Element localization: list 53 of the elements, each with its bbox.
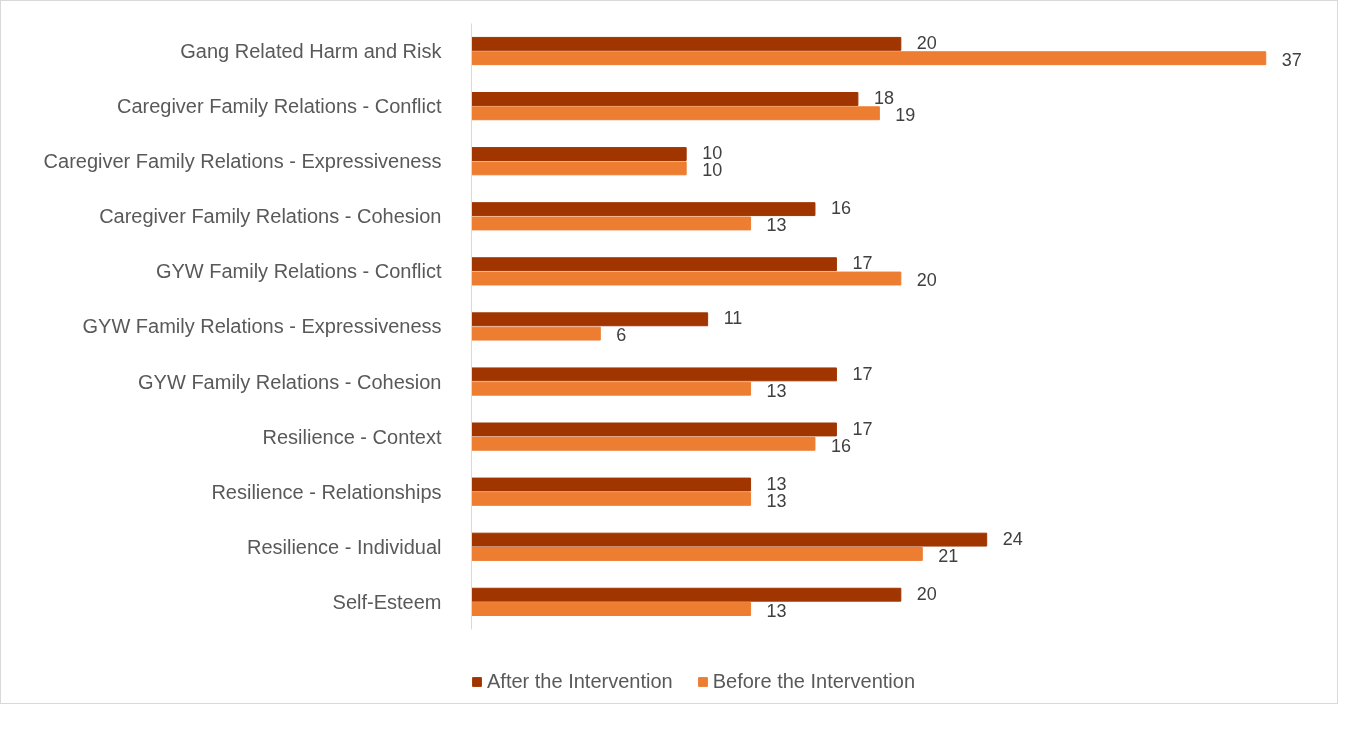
y-tick-label: GYW Family Relations - Conflict — [155, 260, 442, 283]
bar — [471, 436, 816, 451]
data-label: 18 — [873, 88, 894, 109]
bar — [471, 602, 752, 616]
data-label: 17 — [852, 253, 873, 274]
bar — [471, 312, 709, 327]
bar — [471, 326, 601, 341]
bar — [471, 161, 687, 176]
y-tick-label: Self-Esteem — [332, 590, 442, 613]
data-label: 19 — [895, 105, 916, 126]
data-label: 13 — [766, 600, 787, 621]
data-label: 20 — [916, 33, 937, 54]
bar — [471, 202, 816, 217]
bar — [471, 367, 837, 382]
bar — [471, 216, 752, 231]
data-label: 17 — [852, 363, 873, 384]
y-tick-label: Caregiver Family Relations - Expressiveness — [43, 150, 442, 173]
data-label: 20 — [916, 583, 937, 604]
legend-label: Before the Intervention — [712, 670, 916, 693]
y-tick-label: Resilience - Context — [262, 425, 442, 448]
bar — [471, 587, 902, 602]
bar — [471, 106, 880, 121]
bar — [471, 147, 687, 161]
bar — [471, 422, 837, 437]
data-label: 13 — [766, 380, 787, 401]
data-label: 16 — [830, 198, 851, 219]
data-label: 6 — [616, 325, 627, 346]
y-tick-label: Caregiver Family Relations - Cohesion — [99, 205, 442, 228]
data-label: 17 — [852, 418, 873, 439]
data-label: 24 — [1002, 528, 1023, 549]
bar — [471, 51, 1267, 66]
bar — [471, 381, 752, 396]
bar — [471, 546, 923, 561]
bar — [471, 532, 988, 547]
y-tick-label: Gang Related Harm and Risk — [180, 40, 443, 63]
data-label: 16 — [830, 435, 851, 456]
y-tick-label: GYW Family Relations - Expressiveness — [82, 315, 442, 338]
data-label: 13 — [766, 215, 787, 236]
data-label: 11 — [723, 308, 743, 329]
y-tick-label: GYW Family Relations - Cohesion — [138, 370, 442, 393]
data-label: 37 — [1281, 50, 1302, 71]
y-tick-label: Resilience - Individual — [246, 535, 442, 558]
bar — [471, 92, 859, 106]
bar — [471, 477, 752, 492]
y-tick-label: Caregiver Family Relations - Conflict — [116, 95, 442, 118]
data-label: 21 — [938, 545, 959, 566]
y-tick-label: Resilience - Relationships — [211, 480, 442, 503]
bar — [471, 271, 902, 286]
data-label: 20 — [916, 270, 937, 291]
bar — [471, 257, 837, 272]
bar — [471, 36, 902, 51]
bar — [471, 491, 752, 506]
legend-label: After the Intervention — [487, 670, 673, 693]
